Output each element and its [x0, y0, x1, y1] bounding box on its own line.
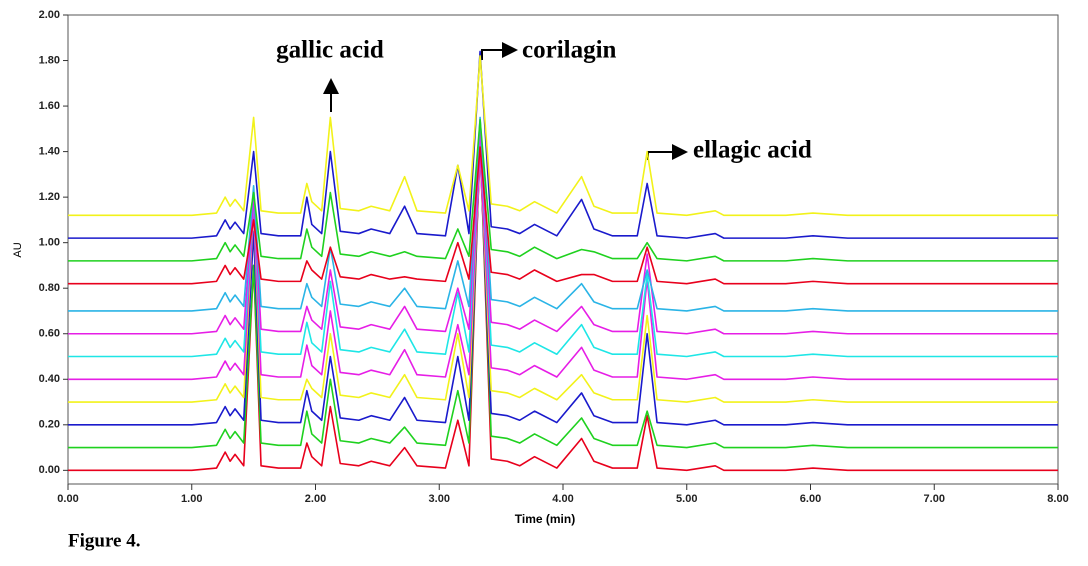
arrow [481, 42, 518, 60]
trace [68, 150, 1058, 403]
y-tick-label: 1.80 [39, 54, 60, 66]
trace [68, 139, 1058, 472]
y-tick-label: 1.60 [39, 100, 60, 112]
plot-frame [67, 14, 1059, 485]
trace [68, 150, 1058, 381]
trace [68, 150, 1058, 426]
x-tick-label: 4.00 [552, 493, 573, 505]
trace [68, 118, 1058, 262]
annotation: gallic acid [276, 37, 384, 64]
y-tick-label: 0.20 [39, 419, 60, 431]
x-tick-label: 7.00 [924, 493, 945, 505]
arrow [647, 144, 688, 160]
annotation-arrows [323, 42, 688, 160]
caption: Figure 4. [68, 530, 140, 551]
trace [68, 128, 1058, 358]
x-tick-label: 6.00 [800, 493, 821, 505]
annotation: corilagin [522, 37, 617, 64]
annotation: ellagic acid [693, 137, 812, 164]
y-tick-label: 2.00 [39, 9, 60, 21]
x-tick-label: 8.00 [1047, 493, 1068, 505]
trace [68, 116, 1058, 312]
y-tick-label: 0.40 [39, 373, 60, 385]
x-tick-label: 0.00 [57, 493, 78, 505]
x-axis-label: Time (min) [515, 512, 575, 526]
y-axis-label: AU [12, 242, 24, 257]
y-tick-label: 0.80 [39, 282, 60, 294]
y-tick-label: 1.40 [39, 146, 60, 158]
trace [68, 55, 1058, 217]
trace [68, 50, 1058, 239]
x-tick-label: 3.00 [429, 493, 450, 505]
trace [68, 146, 1058, 285]
trace [68, 139, 1058, 449]
y-tick-label: 1.00 [39, 237, 60, 249]
x-tick-label: 5.00 [676, 493, 697, 505]
y-tick-label: 1.20 [39, 191, 60, 203]
y-tick-label: 0.00 [39, 464, 60, 476]
x-tick-label: 2.00 [305, 493, 326, 505]
y-tick-label: 0.60 [39, 328, 60, 340]
x-tick-label: 1.00 [181, 493, 202, 505]
